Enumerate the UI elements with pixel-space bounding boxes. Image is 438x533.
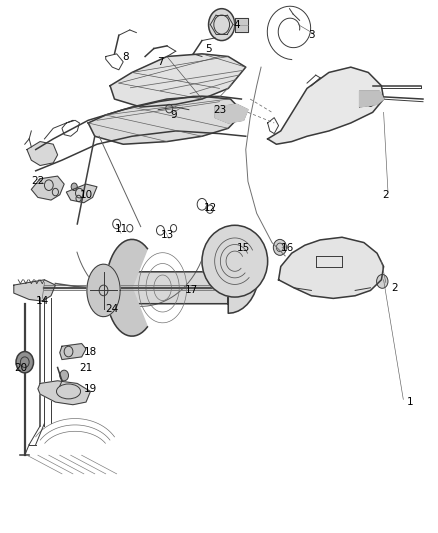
Polygon shape — [60, 344, 86, 360]
Polygon shape — [359, 91, 383, 107]
Polygon shape — [110, 54, 245, 107]
Text: 3: 3 — [307, 30, 314, 41]
Text: 20: 20 — [14, 362, 27, 373]
Polygon shape — [31, 176, 64, 200]
Polygon shape — [14, 280, 55, 301]
Text: 11: 11 — [114, 224, 127, 235]
Circle shape — [376, 274, 387, 288]
Text: 2: 2 — [381, 190, 388, 200]
Text: 7: 7 — [157, 57, 163, 67]
Polygon shape — [215, 104, 247, 123]
Polygon shape — [27, 142, 57, 165]
Polygon shape — [38, 381, 90, 405]
Text: 19: 19 — [84, 384, 97, 394]
Polygon shape — [234, 18, 247, 31]
Text: 4: 4 — [233, 20, 240, 30]
Polygon shape — [201, 225, 267, 297]
Text: 14: 14 — [35, 296, 49, 306]
Polygon shape — [87, 264, 120, 317]
Circle shape — [71, 183, 77, 190]
Circle shape — [273, 239, 286, 255]
Text: 12: 12 — [204, 203, 217, 213]
Text: 2: 2 — [390, 283, 397, 293]
Circle shape — [16, 352, 33, 373]
Text: 17: 17 — [184, 286, 197, 295]
Text: 9: 9 — [170, 110, 177, 120]
Polygon shape — [106, 230, 258, 326]
Polygon shape — [267, 67, 383, 144]
Polygon shape — [66, 184, 97, 203]
Text: 24: 24 — [106, 304, 119, 314]
Text: 15: 15 — [237, 243, 250, 253]
Polygon shape — [106, 239, 147, 336]
Polygon shape — [88, 96, 243, 144]
Text: 18: 18 — [84, 346, 97, 357]
Text: 8: 8 — [122, 52, 128, 61]
Text: 1: 1 — [406, 397, 412, 407]
Circle shape — [208, 9, 234, 41]
Polygon shape — [278, 237, 383, 298]
Text: 5: 5 — [205, 44, 212, 53]
Text: 22: 22 — [31, 176, 44, 187]
Text: 13: 13 — [160, 230, 173, 240]
Text: 23: 23 — [212, 104, 226, 115]
Text: 16: 16 — [280, 243, 293, 253]
Circle shape — [60, 370, 68, 381]
Text: 21: 21 — [79, 362, 92, 373]
Text: 10: 10 — [79, 190, 92, 200]
